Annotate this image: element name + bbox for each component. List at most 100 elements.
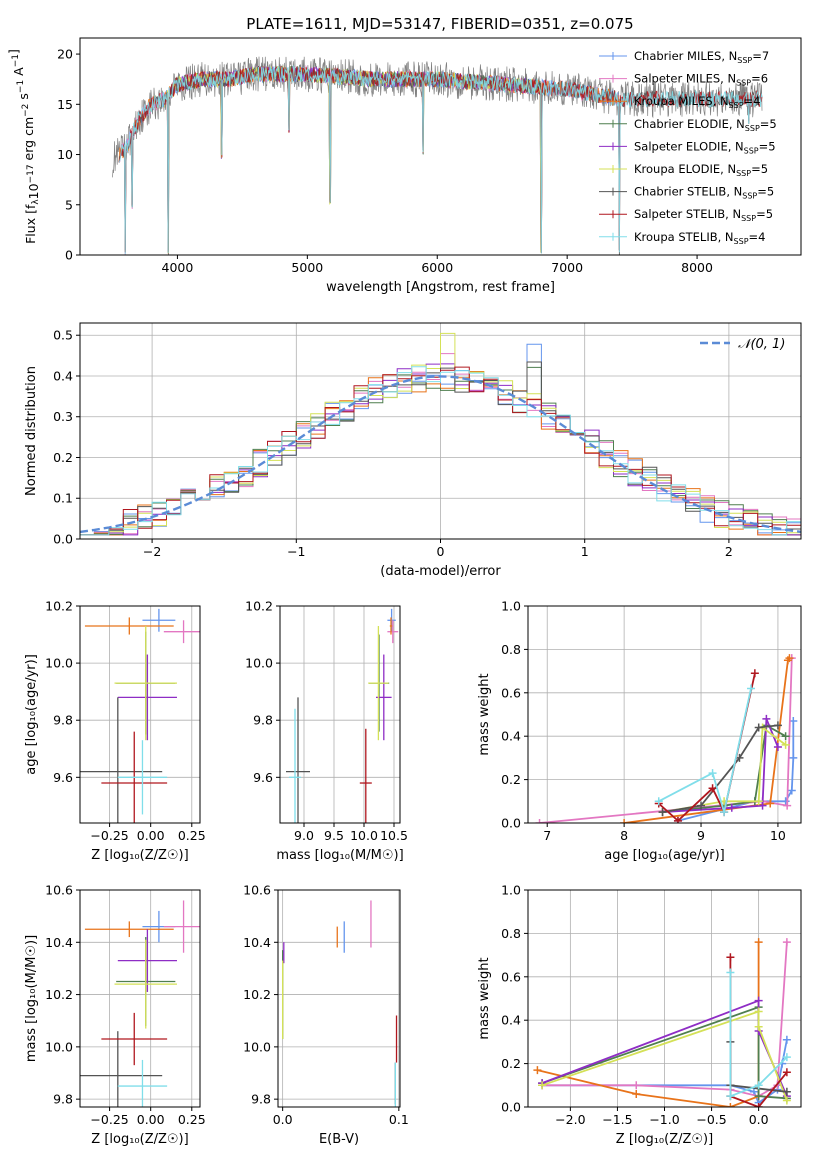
series-marker: [654, 797, 663, 806]
errorbar-salpeter-stelib: [101, 731, 168, 823]
y-tick-label: 10.0: [45, 1039, 73, 1054]
legend-label: Salpeter MILES, NSSP=6: [634, 72, 768, 88]
y-tick-label: 0.8: [501, 642, 521, 657]
x-tick-label: 0.25: [178, 1112, 206, 1127]
y-tick-label: 10.2: [243, 987, 271, 1002]
series-marker: [766, 799, 775, 808]
y-tick-label: 10: [57, 147, 73, 162]
weight_vs_Z-plot-area: [533, 938, 791, 1107]
series-line: [658, 688, 752, 813]
series-line: [677, 721, 795, 822]
y-tick-label: 10.4: [243, 935, 271, 950]
series-marker: [750, 669, 759, 678]
y-tick-label: 0.6: [501, 685, 521, 700]
legend-label-text: Kroupa STELIB, N: [634, 230, 734, 244]
legend-label: Kroupa STELIB, NSSP=4: [634, 230, 765, 246]
y-tick-label: 20: [57, 47, 73, 62]
legend-label: Chabrier ELODIE, NSSP=5: [634, 117, 777, 133]
series-line: [542, 942, 788, 1098]
y-tick-label: 0.2: [501, 1056, 521, 1071]
legend: 𝒩(0, 1): [700, 337, 785, 352]
axes-frame: [79, 605, 201, 824]
x-axis-label: wavelength [Angstrom, rest frame]: [326, 280, 555, 295]
x-tick-label: 6000: [421, 260, 453, 275]
legend-label-text: Salpeter ELODIE, N: [634, 139, 744, 153]
errorbar-salpeter-stelib: [359, 728, 372, 823]
series-marker: [720, 808, 729, 817]
series-marker: [754, 1007, 763, 1016]
series-marker: [754, 1022, 763, 1031]
y-tick-label: 0.5: [53, 328, 73, 343]
series-marker: [754, 797, 763, 806]
y-axis-label: mass weight: [477, 673, 492, 755]
legend-label-text: Chabrier MILES, N: [634, 49, 737, 63]
series-marker: [726, 953, 735, 962]
series-marker: [620, 819, 629, 823]
y-tick-label: 10.0: [245, 656, 273, 671]
legend-label-text: Salpeter STELIB, N: [634, 207, 741, 221]
legend-label-sub: SSP: [745, 124, 760, 133]
series-marker: [762, 714, 771, 723]
y-axis-label-part: erg cm: [21, 117, 36, 165]
errorbar-chabrier-stelib: [286, 697, 310, 823]
histogram-kroupa-stelib: [80, 366, 801, 536]
series-marker: [782, 1096, 791, 1105]
legend-label: Salpeter STELIB, NSSP=5: [634, 207, 773, 223]
mass_vs_Z-panel: −0.25 0.00 0.25 9.8 10.0 10.2 10.4 10.6 Z [log₁₀…: [24, 883, 206, 1148]
legend-label: Kroupa ELODIE, NSSP=5: [634, 162, 768, 178]
series-marker: [754, 1092, 763, 1101]
legend-label-suffix: =4: [749, 230, 766, 244]
axes-frame: [79, 889, 201, 1108]
series-marker: [673, 816, 682, 823]
errorbar-kroupa-miles: [84, 921, 174, 938]
errorbar-salpeter-elodie: [117, 654, 177, 741]
series-marker: [754, 996, 763, 1005]
x-axis-label: mass [log₁₀(M/M☉)]: [276, 848, 403, 863]
series-marker: [708, 769, 717, 778]
y-tick-label: 10.0: [45, 656, 73, 671]
x-axis-label: Z [log₁₀(Z/Z☉)]: [91, 1132, 188, 1147]
y-axis-label-part: λ: [31, 199, 41, 205]
series-line: [541, 1010, 788, 1101]
legend-label-sub: SSP: [736, 79, 751, 88]
y-tick-label: 0.3: [53, 409, 73, 424]
x-tick-label: −0.25: [90, 1112, 128, 1127]
y-axis-label-part: −2: [21, 104, 31, 117]
legend-label-sub: SSP: [737, 56, 752, 65]
series-kroupa-stelib: [726, 968, 791, 1101]
y-tick-label: 0.0: [501, 1100, 521, 1115]
series-marker: [632, 1081, 641, 1090]
x-tick-label: 1: [581, 544, 589, 559]
y-axis-label-part: 10: [26, 183, 41, 199]
series-kroupa-elodie: [538, 1007, 791, 1105]
x-tick-label: 9: [697, 828, 705, 843]
y-tick-label: 0.2: [53, 450, 73, 465]
y-axis-label: mass [log₁₀(M/M☉)]: [24, 935, 39, 1062]
series-marker: [783, 801, 792, 810]
x-tick-label: 9.0: [294, 828, 314, 843]
x-tick-label: 4000: [162, 260, 194, 275]
series-marker: [773, 721, 782, 730]
legend-label: Chabrier MILES, NSSP=7: [634, 49, 769, 65]
series-marker: [782, 1087, 791, 1096]
y-axis-label-part: Flux [f: [23, 204, 38, 244]
axes-frame: [527, 605, 802, 824]
residuals-plot-area: [80, 332, 801, 536]
legend-label-text: Salpeter MILES, N: [634, 72, 736, 86]
x-tick-label: −0.25: [90, 828, 128, 843]
legend-label-text: Chabrier STELIB, N: [634, 185, 742, 199]
errorbar-chabrier-stelib: [80, 1031, 163, 1107]
errorbar-kroupa-stelib: [117, 1059, 168, 1107]
legend-label-suffix: =5: [757, 185, 774, 199]
series-marker: [754, 1081, 763, 1090]
y-axis-label: mass weight: [477, 957, 492, 1039]
legend-label-suffix: =5: [756, 207, 773, 221]
errorbar-salpeter-elodie: [117, 929, 177, 992]
series-marker: [782, 938, 791, 947]
x-tick-label: 7000: [551, 260, 583, 275]
series-marker: [533, 1066, 542, 1075]
series-marker: [781, 740, 790, 749]
errorbar-salpeter-miles: [163, 900, 200, 953]
legend-label-text: Chabrier ELODIE, N: [634, 117, 745, 131]
series-marker: [787, 786, 796, 795]
